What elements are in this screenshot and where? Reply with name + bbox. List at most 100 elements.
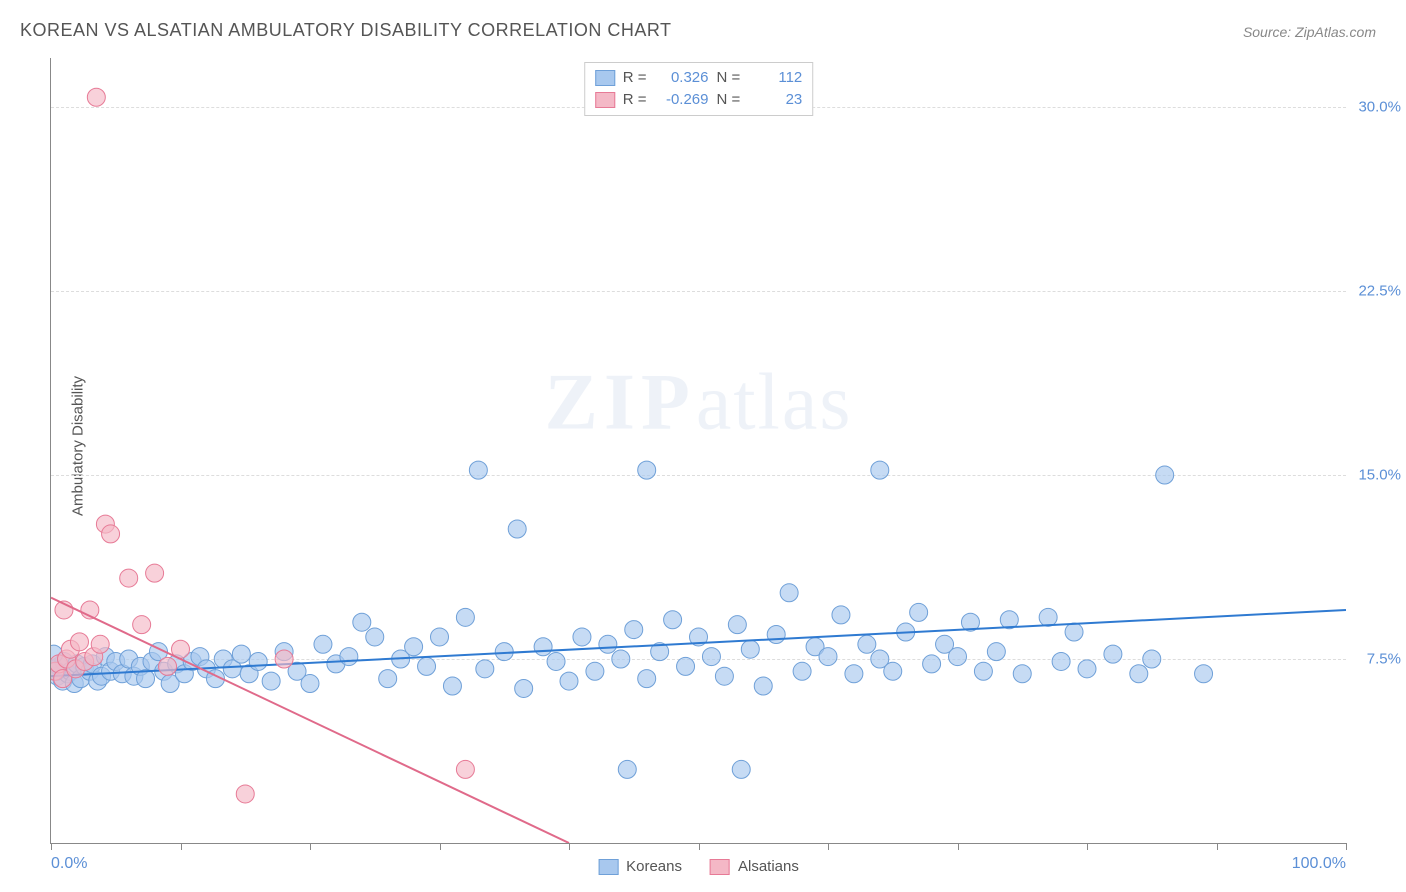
- x-tick-label: 100.0%: [1292, 855, 1346, 873]
- scatter-point: [573, 628, 591, 646]
- scatter-point: [871, 461, 889, 479]
- scatter-point: [159, 657, 177, 675]
- scatter-point: [618, 760, 636, 778]
- scatter-point: [301, 675, 319, 693]
- scatter-point: [923, 655, 941, 673]
- scatter-point: [146, 564, 164, 582]
- scatter-point: [353, 613, 371, 631]
- scatter-point: [1143, 650, 1161, 668]
- scatter-point: [91, 635, 109, 653]
- scatter-point: [910, 603, 928, 621]
- scatter-point: [987, 643, 1005, 661]
- scatter-point: [379, 670, 397, 688]
- x-tick: [440, 843, 441, 850]
- bottom-legend-koreans: Koreans: [598, 858, 682, 875]
- scatter-point: [476, 660, 494, 678]
- scatter-point: [236, 785, 254, 803]
- scatter-point: [728, 616, 746, 634]
- scatter-point: [120, 569, 138, 587]
- scatter-point: [1195, 665, 1213, 683]
- plot-area: ZIPatlas R = 0.326 N = 112 R = -0.269 N …: [50, 58, 1346, 844]
- scatter-point: [949, 648, 967, 666]
- scatter-point: [1052, 652, 1070, 670]
- y-tick-label: 22.5%: [1358, 283, 1401, 300]
- x-tick: [569, 843, 570, 850]
- scatter-point: [819, 648, 837, 666]
- scatter-point: [232, 645, 250, 663]
- scatter-point: [87, 88, 105, 106]
- x-tick: [181, 843, 182, 850]
- scatter-point: [793, 662, 811, 680]
- scatter-point: [418, 657, 436, 675]
- scatter-point: [1156, 466, 1174, 484]
- x-tick: [1087, 843, 1088, 850]
- scatter-point: [262, 672, 280, 690]
- scatter-point: [625, 621, 643, 639]
- scatter-point: [832, 606, 850, 624]
- scatter-point: [534, 638, 552, 656]
- scatter-point: [469, 461, 487, 479]
- legend-stats-row-koreans: R = 0.326 N = 112: [595, 67, 803, 89]
- scatter-point: [767, 625, 785, 643]
- x-tick: [958, 843, 959, 850]
- scatter-point: [1078, 660, 1096, 678]
- scatter-point: [1065, 623, 1083, 641]
- scatter-point: [741, 640, 759, 658]
- scatter-point: [974, 662, 992, 680]
- scatter-point: [1039, 608, 1057, 626]
- x-tick: [1346, 843, 1347, 850]
- scatter-point: [547, 652, 565, 670]
- scatter-point: [508, 520, 526, 538]
- scatter-point: [249, 652, 267, 670]
- y-tick-label: 15.0%: [1358, 467, 1401, 484]
- x-tick: [699, 843, 700, 850]
- scatter-point: [102, 525, 120, 543]
- scatter-point: [340, 648, 358, 666]
- scatter-point: [275, 650, 293, 668]
- y-tick-label: 7.5%: [1367, 651, 1401, 668]
- scatter-point: [560, 672, 578, 690]
- x-tick: [1217, 843, 1218, 850]
- scatter-point: [780, 584, 798, 602]
- scatter-point: [638, 670, 656, 688]
- x-tick-label: 0.0%: [51, 855, 87, 873]
- swatch-koreans-icon: [598, 859, 618, 875]
- chart-container: KOREAN VS ALSATIAN AMBULATORY DISABILITY…: [0, 0, 1406, 892]
- scatter-point: [1104, 645, 1122, 663]
- scatter-point: [845, 665, 863, 683]
- scatter-point: [884, 662, 902, 680]
- scatter-point: [495, 643, 513, 661]
- x-tick: [51, 843, 52, 850]
- scatter-point: [677, 657, 695, 675]
- scatter-point: [1130, 665, 1148, 683]
- scatter-point: [664, 611, 682, 629]
- scatter-point: [858, 635, 876, 653]
- bottom-legend: Koreans Alsatians: [598, 858, 799, 875]
- scatter-point: [1013, 665, 1031, 683]
- scatter-point: [599, 635, 617, 653]
- scatter-point: [586, 662, 604, 680]
- scatter-point: [133, 616, 151, 634]
- y-tick-label: 30.0%: [1358, 99, 1401, 116]
- scatter-point: [754, 677, 772, 695]
- scatter-point: [638, 461, 656, 479]
- scatter-point: [456, 760, 474, 778]
- x-tick: [828, 843, 829, 850]
- swatch-alsatians: [595, 92, 615, 108]
- scatter-point: [732, 760, 750, 778]
- scatter-point: [456, 608, 474, 626]
- scatter-point: [515, 679, 533, 697]
- scatter-point: [405, 638, 423, 656]
- scatter-point: [70, 633, 88, 651]
- legend-stats-box: R = 0.326 N = 112 R = -0.269 N = 23: [584, 62, 814, 116]
- scatter-point: [612, 650, 630, 668]
- trend-line: [51, 598, 569, 843]
- bottom-legend-alsatians: Alsatians: [710, 858, 799, 875]
- legend-stats-row-alsatians: R = -0.269 N = 23: [595, 89, 803, 111]
- scatter-point: [314, 635, 332, 653]
- swatch-koreans: [595, 70, 615, 86]
- scatter-point: [702, 648, 720, 666]
- scatter-point: [431, 628, 449, 646]
- source-attribution: Source: ZipAtlas.com: [1243, 24, 1376, 40]
- swatch-alsatians-icon: [710, 859, 730, 875]
